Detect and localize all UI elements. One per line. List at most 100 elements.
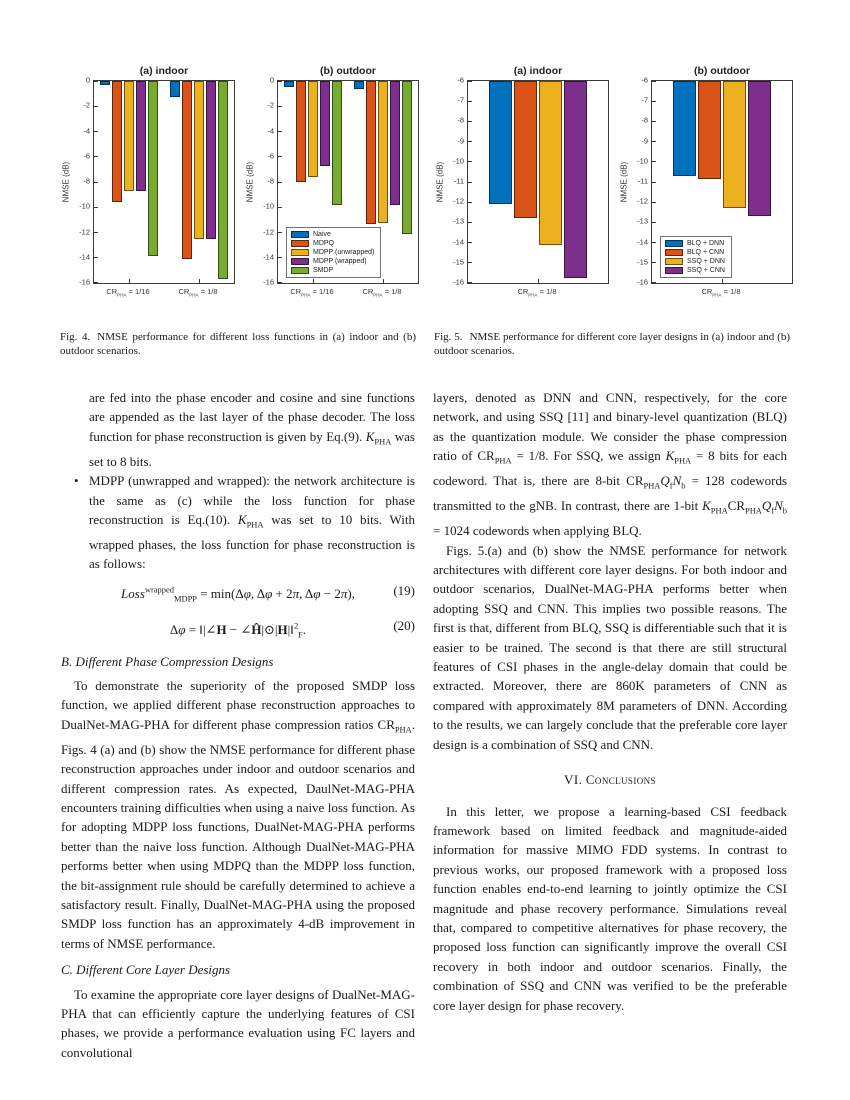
y-tick-label: -14	[637, 237, 648, 247]
y-tick-label: -6	[641, 75, 648, 85]
y-tick-mark	[468, 161, 472, 163]
equation: LosswrappedMDPP = min(Δφ, Δφ + 2π, Δφ − …	[61, 581, 415, 609]
y-tick-label: -6	[457, 75, 464, 85]
legend-label: SMDP	[313, 267, 334, 274]
figure-4-caption-label: Fig. 4.	[60, 331, 91, 343]
bar-mdpq	[296, 81, 307, 182]
plot-title: (a) indoor	[139, 65, 189, 77]
y-axis-label: NMSE (dB)	[434, 80, 445, 284]
legend-item: MDPQ	[291, 240, 374, 247]
y-tick-mark	[278, 156, 282, 158]
y-tick-mark	[468, 262, 472, 264]
y-tick-label: -14	[263, 252, 274, 262]
y-tick-mark	[652, 120, 656, 122]
y-tick-label: -8	[457, 115, 464, 125]
y-tick-mark	[94, 181, 98, 183]
legend-label: MDPP (unwrapped)	[313, 249, 375, 256]
x-category-label: CRPHA = 1/16	[290, 287, 334, 298]
plot-body: NMSE (dB) 0 -2 -4 -6 -8 -10 -12 -14 -16 Naive MDPQ M…	[244, 76, 420, 287]
legend-item: SMDP	[291, 267, 374, 274]
y-tick-label: -4	[267, 126, 274, 135]
y-tick-mark	[468, 282, 472, 283]
bar-smdp	[331, 81, 342, 205]
y-tick-label: -11	[453, 176, 464, 186]
bar-mdpp-wrapped-	[319, 81, 330, 167]
plot-body: NMSE (dB) -6 -7 -8 -9 -10 -11 -12 -13 -14 -15 -16	[434, 76, 610, 287]
x-category-label: CRPHA = 1/8	[178, 287, 218, 298]
bullet-item: • MDPP (unwrapped and wrapped): the netwo…	[61, 471, 415, 574]
plot-area	[93, 80, 235, 284]
y-axis-label: NMSE (dB)	[60, 80, 71, 284]
x-category-label: CRPHA = 1/16	[106, 287, 150, 298]
bar-blq-dnn	[672, 81, 696, 176]
y-tick-mark	[652, 262, 656, 264]
paragraph: To examine the appropriate core layer de…	[61, 986, 415, 1060]
plot-body: NMSE (dB) -6 -7 -8 -9 -10 -11 -12 -13 -14 -15 -16 BL…	[618, 76, 794, 287]
bar-smdp	[401, 81, 412, 234]
y-tick-mark	[652, 242, 656, 244]
y-tick-label: -2	[83, 100, 90, 110]
bar-blq-dnn	[488, 81, 512, 205]
plot-area: Naive MDPQ MDPP (unwrapped) MDPP (wrapped) S…	[277, 80, 419, 284]
x-category-labels: CRPHA = 1/16 CRPHA = 1/8	[93, 284, 233, 300]
y-tick-label: -16	[263, 277, 274, 287]
y-tick-mark	[468, 120, 472, 122]
chart-fig4b: (b) outdoor NMSE (dB) 0 -2 -4 -6 -8 -10 -12 -14 -1…	[244, 62, 420, 300]
y-tick-mark	[652, 81, 656, 82]
y-tick-label: -9	[457, 136, 464, 146]
paragraph: are fed into the phase encoder and cosin…	[89, 390, 415, 469]
y-tick-label: -7	[641, 95, 648, 105]
bar-mdpp-wrapped-	[135, 81, 146, 191]
bar-blq-cnn	[697, 81, 721, 179]
y-axis-label-text: NMSE (dB)	[619, 161, 628, 203]
y-tick-mark	[652, 181, 656, 183]
figure-4-loss-functions: (a) indoor NMSE (dB) 0 -2 -4 -6 -8 -10 -12 -14 -16…	[60, 62, 420, 300]
y-tick-label: -12	[263, 227, 274, 236]
legend-label: MDPQ	[313, 240, 334, 247]
x-tick-mark	[313, 279, 314, 283]
plot-body: NMSE (dB) 0 -2 -4 -6 -8 -10 -12 -14 -16	[60, 76, 236, 287]
y-tick-labels: -6 -7 -8 -9 -10 -11 -12 -13 -14 -15 -16	[629, 76, 651, 287]
bar-mdpp-wrapped-	[205, 81, 216, 239]
y-axis-label-text: NMSE (dB)	[245, 161, 254, 203]
legend-swatch	[291, 240, 309, 247]
bar-naive	[100, 81, 111, 86]
y-tick-mark	[94, 232, 98, 233]
y-tick-mark	[94, 105, 98, 107]
legend-label: Naive	[313, 231, 331, 238]
bar-ssq-cnn	[748, 81, 772, 217]
y-tick-label: -14	[453, 237, 464, 247]
y-tick-label: -4	[83, 126, 90, 135]
figure-5-caption-text: NMSE performance for different core laye…	[434, 331, 790, 357]
x-category-label: CRPHA = 1/8	[362, 287, 402, 298]
y-axis-label: NMSE (dB)	[244, 80, 255, 284]
x-tick-mark	[538, 279, 539, 283]
equation-number: (19)	[393, 582, 415, 598]
y-tick-label: -13	[637, 216, 648, 226]
bar-naive	[354, 81, 365, 90]
bar-mdpp-unwrapped-	[194, 81, 204, 239]
paragraph: To demonstrate the superiority of the pr…	[61, 677, 415, 951]
y-tick-label: -6	[83, 151, 90, 161]
y-tick-mark	[94, 81, 98, 82]
y-tick-label: -15	[637, 257, 648, 267]
x-tick-mark	[722, 279, 723, 283]
y-tick-labels: 0 -2 -4 -6 -8 -10 -12 -14 -16	[71, 76, 93, 287]
y-tick-label: -10	[263, 201, 274, 211]
y-tick-mark	[278, 131, 282, 132]
chart-fig4a: (a) indoor NMSE (dB) 0 -2 -4 -6 -8 -10 -12 -14 -16…	[60, 62, 236, 300]
bar-naive	[284, 81, 295, 88]
chart-fig5a: (a) indoor NMSE (dB) -6 -7 -8 -9 -10 -11 -12 -13-…	[434, 62, 610, 300]
legend-swatch	[665, 267, 683, 274]
legend-swatch	[291, 267, 309, 274]
y-tick-label: -8	[641, 115, 648, 125]
y-tick-mark	[652, 201, 656, 203]
y-tick-mark	[468, 141, 472, 143]
legend-item: MDPP (unwrapped)	[291, 249, 374, 256]
bar-ssq-dnn	[539, 81, 563, 245]
y-tick-mark	[468, 100, 472, 102]
section-subheading: C. Different Core Layer Designs	[61, 962, 231, 978]
y-tick-label: -10	[453, 156, 464, 166]
legend-swatch	[291, 231, 309, 238]
